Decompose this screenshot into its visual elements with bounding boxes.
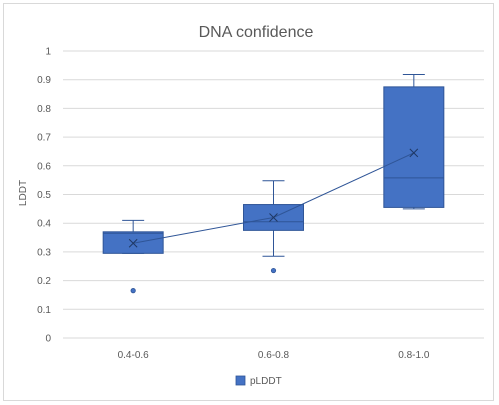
outlier-point	[270, 267, 277, 274]
legend-swatch	[235, 375, 246, 386]
x-tick-label: 0.8-1.0	[398, 350, 430, 361]
y-axis-ticks: 0 0.1 0.2 0.3 0.4 0.5 0.6 0.7 0.8 0.9 1	[37, 47, 51, 345]
y-axis-title: LDDT	[18, 180, 29, 206]
legend-label: pLDDT	[250, 376, 282, 387]
chart-title: DNA confidence	[199, 24, 314, 41]
mean-marker	[128, 238, 138, 248]
box	[383, 86, 445, 208]
y-tick-label: 0.3	[37, 247, 51, 258]
box-series	[102, 74, 445, 294]
x-axis-ticks: 0.4-0.6 0.6-0.8 0.8-1.0	[118, 350, 430, 361]
y-tick-label: 0.9	[37, 75, 51, 86]
y-tick-label: 0.6	[37, 161, 51, 172]
box	[102, 231, 164, 254]
x-tick-label: 0.4-0.6	[118, 350, 150, 361]
y-tick-label: 0	[45, 334, 51, 345]
y-tick-label: 0.5	[37, 190, 51, 201]
outlier-point	[130, 288, 136, 294]
y-tick-label: 0.2	[37, 276, 51, 287]
mean-marker	[269, 213, 278, 222]
y-tick-label: 1	[45, 47, 51, 58]
y-tick-label: 0.7	[37, 133, 51, 144]
y-tick-label: 0.1	[37, 305, 51, 316]
y-tick-label: 0.4	[37, 219, 51, 230]
legend: pLDDT	[235, 375, 282, 387]
y-tick-label: 0.8	[37, 104, 51, 115]
x-tick-label: 0.6-0.8	[258, 350, 290, 361]
mean-marker	[409, 148, 419, 158]
